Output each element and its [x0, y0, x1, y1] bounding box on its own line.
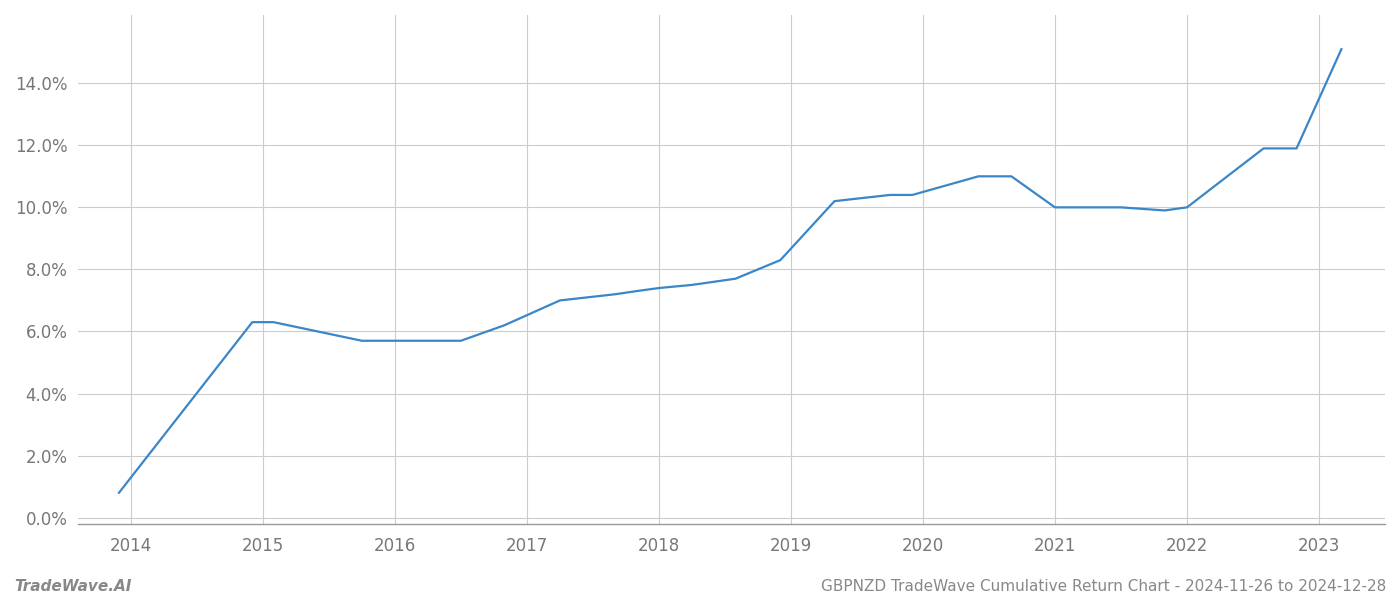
- Text: TradeWave.AI: TradeWave.AI: [14, 579, 132, 594]
- Text: GBPNZD TradeWave Cumulative Return Chart - 2024-11-26 to 2024-12-28: GBPNZD TradeWave Cumulative Return Chart…: [820, 579, 1386, 594]
